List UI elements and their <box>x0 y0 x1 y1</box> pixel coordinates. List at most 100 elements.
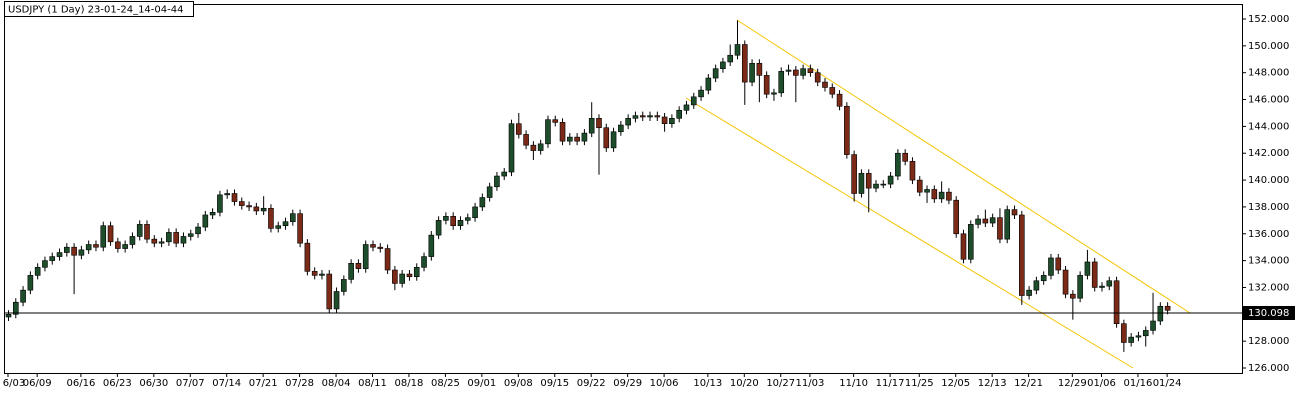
y-tick-label: 142.000 <box>1248 148 1289 159</box>
y-tick-label: 128.000 <box>1248 336 1289 347</box>
candle-body <box>93 244 99 248</box>
x-tick-label: 01/06 <box>1087 378 1116 389</box>
candle-body <box>946 191 952 201</box>
candle-body <box>647 115 653 118</box>
x-tick-label: 09/15 <box>540 378 569 389</box>
candle-body <box>880 183 887 186</box>
candle-body <box>887 175 894 185</box>
candle-body <box>625 118 631 126</box>
candle-body <box>144 224 150 240</box>
candle-body <box>421 256 427 268</box>
candle-body <box>989 217 996 224</box>
candle-body <box>537 143 544 151</box>
candle-body <box>603 127 610 149</box>
x-tick-label: 06/16 <box>66 378 95 389</box>
candle-body <box>384 248 391 271</box>
candle-body <box>1019 214 1025 296</box>
x-tick-label: 09/01 <box>467 378 496 389</box>
x-tick-label: 07/28 <box>285 378 314 389</box>
candle-body <box>290 213 296 222</box>
y-tick-label: 150.000 <box>1248 41 1289 52</box>
y-tick-label: 126.000 <box>1248 363 1289 374</box>
candle-body <box>669 118 675 125</box>
x-tick-label: 09/22 <box>577 378 606 389</box>
candle-body <box>107 225 114 243</box>
candle-body <box>1164 305 1171 311</box>
candle-body <box>523 134 529 146</box>
candle-body <box>333 291 340 310</box>
x-tick-label: 12/21 <box>1014 378 1043 389</box>
candle-body <box>508 123 515 173</box>
candle-body <box>588 118 595 134</box>
candle-body <box>661 116 668 125</box>
candle-body <box>1070 293 1076 299</box>
candle-body <box>909 160 916 181</box>
candle-body <box>115 241 121 249</box>
candle-body <box>793 69 799 76</box>
x-tick-label: 11/10 <box>839 378 868 389</box>
candle-body <box>1048 257 1054 276</box>
candle-body <box>71 246 77 256</box>
candle-body <box>1055 257 1062 271</box>
x-tick-label: 11/25 <box>905 378 934 389</box>
channel-lower <box>685 97 1134 369</box>
candle-body <box>56 252 63 257</box>
x-tick-label: 12/05 <box>941 378 970 389</box>
y-tick-label: 138.000 <box>1248 202 1289 213</box>
candle-body <box>479 197 486 208</box>
candle-body <box>895 152 901 177</box>
candle-body <box>720 61 726 69</box>
candle-body <box>639 115 646 118</box>
x-tick-label: 06/30 <box>139 378 168 389</box>
candle-body <box>734 44 741 56</box>
candle-body <box>865 173 872 189</box>
candle-body <box>34 267 41 276</box>
candle-body <box>27 275 34 291</box>
candle-body <box>472 206 478 218</box>
candle-body <box>938 191 945 200</box>
candle-body <box>1040 275 1047 282</box>
candle-body <box>807 68 814 73</box>
candle-body <box>304 242 311 272</box>
candle-body <box>1135 335 1142 338</box>
candle-body <box>1091 261 1098 288</box>
candle-body <box>997 217 1003 240</box>
candle-body <box>501 171 508 177</box>
candle-body <box>1113 280 1120 325</box>
x-tick-label: 01/24 <box>1153 378 1182 389</box>
candle-body <box>341 279 347 292</box>
candle-body <box>311 271 318 276</box>
candle-body <box>975 218 981 225</box>
candle-body <box>1106 280 1113 287</box>
candle-body <box>78 249 85 256</box>
candle-body <box>238 201 245 206</box>
candle-body <box>1084 261 1091 276</box>
candle-body <box>1077 275 1083 299</box>
candle-body <box>654 115 661 118</box>
x-tick-label: 11/03 <box>795 378 824 389</box>
title-box <box>4 1 194 17</box>
candle-body <box>217 194 223 213</box>
candle-body <box>727 54 734 63</box>
candle-body <box>49 256 56 261</box>
candle-body <box>690 96 697 106</box>
y-tick-label: 152.000 <box>1248 14 1289 25</box>
candle-body <box>1026 289 1032 296</box>
candle-body <box>85 244 92 251</box>
candle-body <box>202 214 209 228</box>
candle-body <box>209 211 216 216</box>
candle-body <box>457 220 464 227</box>
candle-body <box>581 132 588 142</box>
candle-body <box>392 269 398 284</box>
candle-body <box>1099 285 1105 288</box>
x-tick-label: 09/29 <box>613 378 642 389</box>
current-price-box <box>1243 305 1295 320</box>
x-tick-label: 10/27 <box>766 378 795 389</box>
candle-body <box>763 75 770 95</box>
x-tick-label: 11/17 <box>876 378 905 389</box>
y-tick-label: 132.000 <box>1248 282 1289 293</box>
candle-body <box>771 92 777 95</box>
y-tick-label: 148.000 <box>1248 68 1289 79</box>
